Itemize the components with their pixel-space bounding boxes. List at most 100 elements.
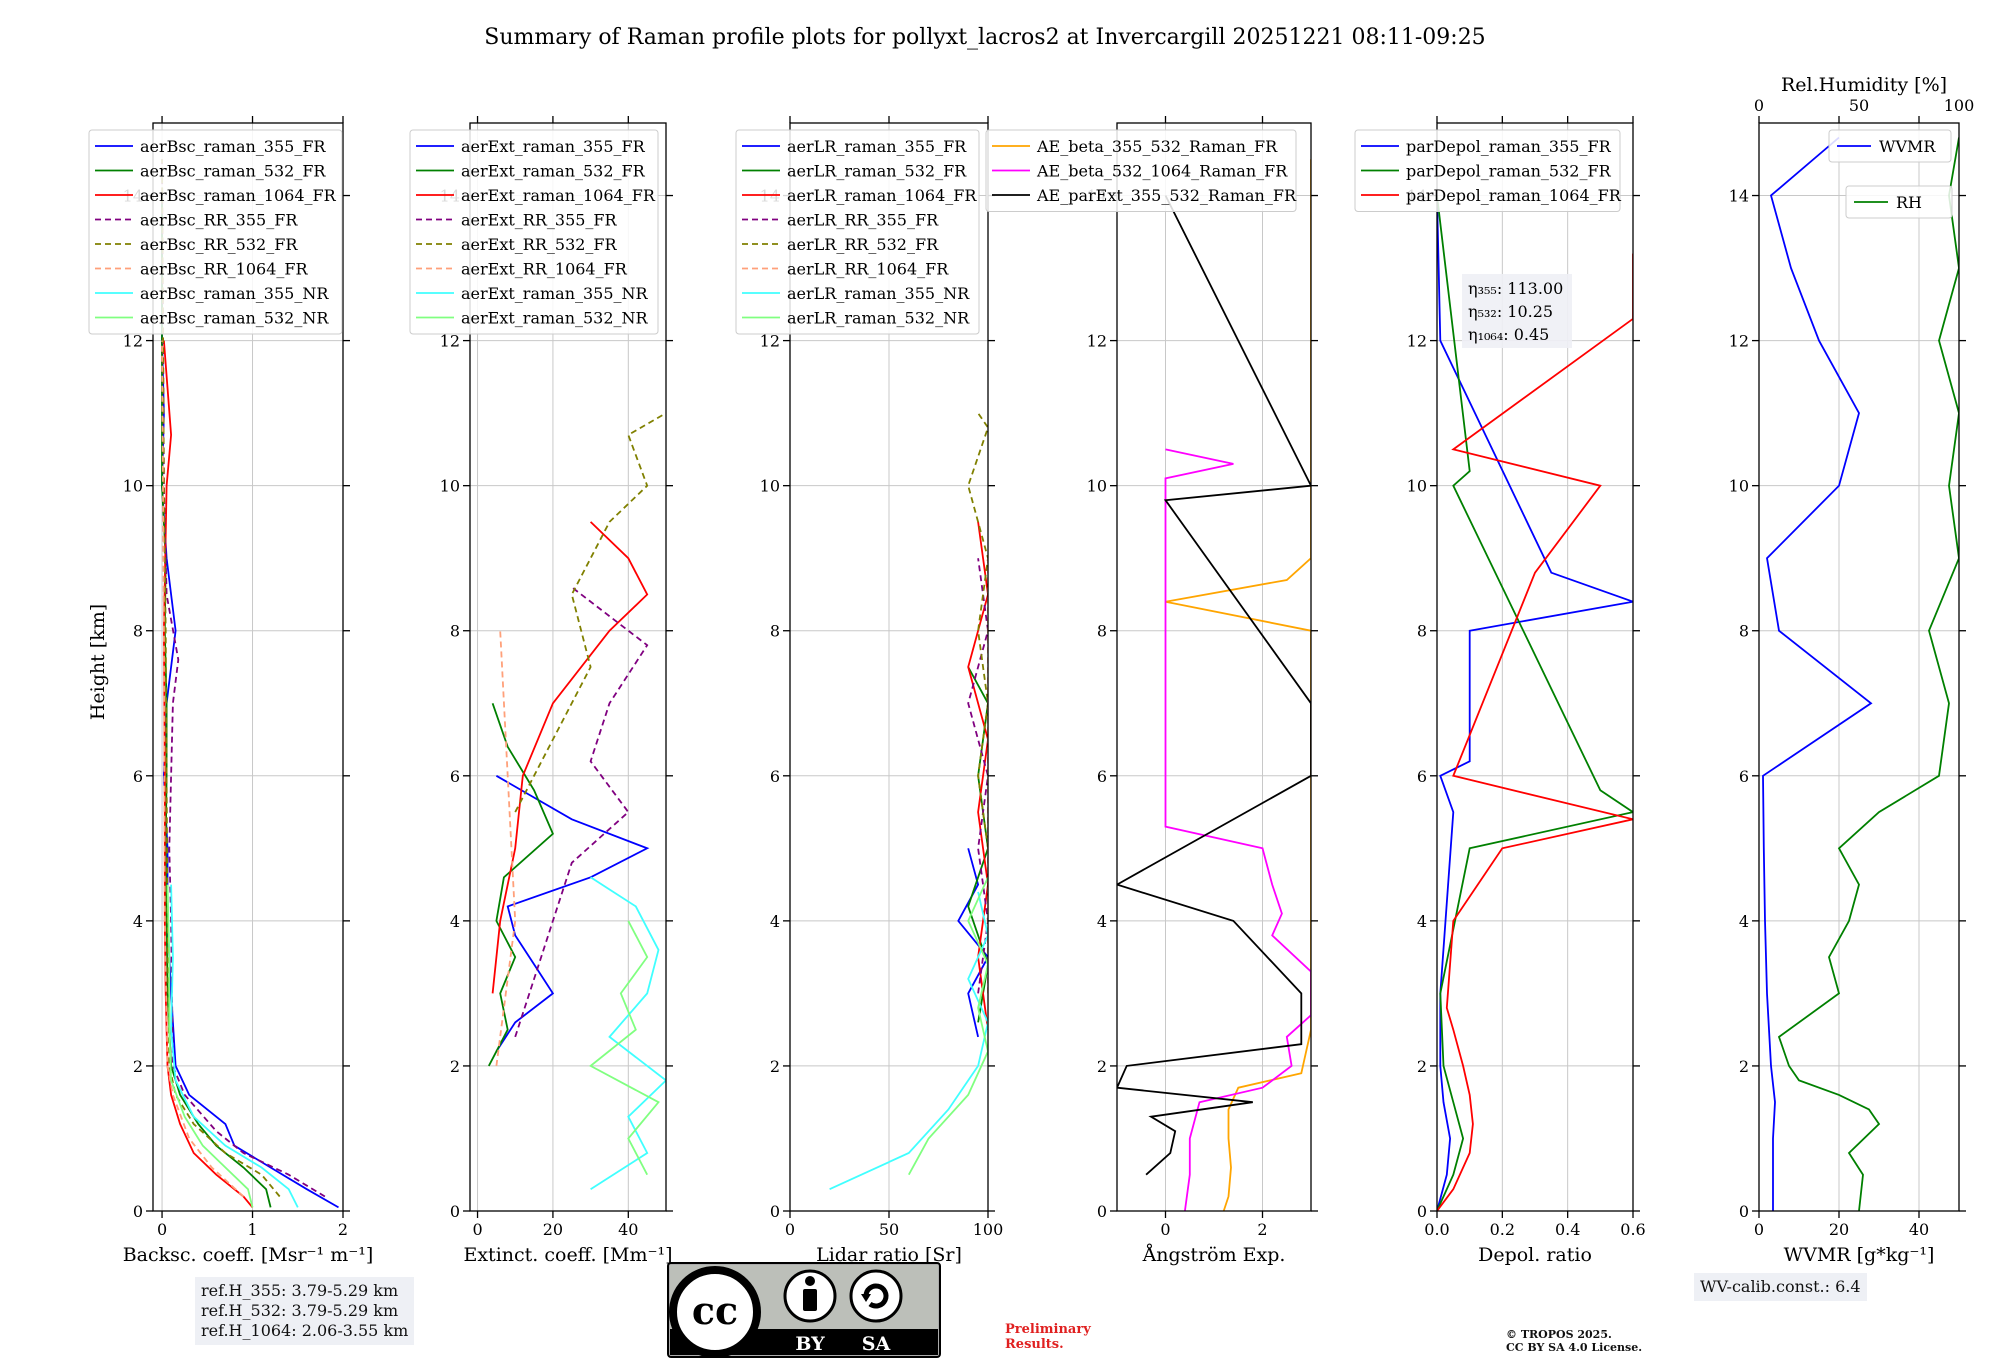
series-line-RH — [1777, 137, 1959, 1211]
x-axis-label: Depol. ratio — [1478, 1244, 1592, 1266]
x-tick-label: 0.2 — [1490, 1220, 1515, 1239]
legend-label: AE_parExt_355_532_Raman_FR — [1036, 186, 1297, 205]
y-tick-label: 0 — [133, 1202, 143, 1221]
series-group — [1117, 159, 1311, 1211]
y-tick-label: 2 — [133, 1057, 143, 1076]
series-line-aerLR_raman_355_FR — [957, 848, 988, 1038]
series-line-aerLR_raman_532_NR — [908, 876, 988, 1176]
y-tick-label: 8 — [770, 622, 780, 641]
y-tick-label: 0 — [1417, 1202, 1427, 1221]
y-tick-label: 12 — [1729, 332, 1749, 351]
legend-label: aerExt_raman_532_NR — [461, 309, 649, 328]
copyright-notice: © TROPOS 2025. CC BY SA 4.0 License. — [1506, 1328, 1642, 1354]
x-tick-label: 100 — [973, 1220, 1004, 1239]
y-tick-label: 0 — [1739, 1202, 1749, 1221]
series-line-aerLR_raman_355_NR — [829, 891, 988, 1191]
y-tick-label: 12 — [760, 332, 780, 351]
legend-label: aerBsc_raman_1064_FR — [140, 186, 337, 205]
svg-text:cc: cc — [692, 1288, 738, 1333]
copyright-line-2: CC BY SA 4.0 License. — [1506, 1341, 1643, 1354]
legend-box — [1354, 129, 1621, 212]
y-tick-label: 4 — [1739, 912, 1749, 931]
series-line-aerBsc_raman_532_NR — [166, 884, 254, 1208]
x-tick-label: 40 — [1909, 1220, 1929, 1239]
y-tick-label: 12 — [1087, 332, 1107, 351]
y-tick-label: 10 — [1407, 477, 1427, 496]
legend-label: AE_beta_355_532_Raman_FR — [1036, 137, 1278, 156]
legend: aerBsc_raman_355_FR aerBsc_raman_532_FRae… — [88, 129, 343, 335]
y-tick-label: 8 — [1097, 622, 1107, 641]
series-line-parDepol_raman_1064_FR — [1437, 253, 1633, 1211]
axes-frame — [1116, 122, 1312, 1212]
y-tick-label: 2 — [770, 1057, 780, 1076]
preliminary-notice: Preliminary Results. — [1005, 1322, 1091, 1352]
y-tick-label: 2 — [1097, 1057, 1107, 1076]
legend-label: aerExt_raman_1064_FR — [461, 186, 656, 205]
legend-label: aerExt_raman_532_FR — [461, 162, 646, 181]
x-tick-label: 0.0 — [1424, 1220, 1449, 1239]
legend-label: aerBsc_raman_355_NR — [140, 284, 329, 303]
y-tick-label: 10 — [1087, 477, 1107, 496]
eta-annotation: η₃₅₅: 113.00 η₅₃₂: 10.25 η₁₀₆₄: 0.45 — [1462, 274, 1572, 348]
panel-wvmr: 0 20 40 0 2 4 6 8 10 12 14 WVMR [g*kg⁻¹] 0 50 100Rel.H… — [1729, 74, 1975, 1266]
series-line-aerExt_RR_532_FR — [514, 412, 666, 813]
cc-icon — [669, 1266, 761, 1358]
cc-by-sa-badge: cc BY SA — [667, 1262, 941, 1358]
annotation-text: η₁₀₆₄: 0.45 — [1468, 325, 1549, 344]
y-tick-label: 2 — [1417, 1057, 1427, 1076]
axes-frame — [152, 122, 344, 1212]
badge-by-text: BY — [795, 1333, 825, 1355]
y-tick-label: 8 — [1739, 622, 1749, 641]
reference-height-box: ref.H_355: 3.79-5.29 km ref.H_532: 3.79-… — [195, 1277, 415, 1345]
annotation-text: η₅₃₂: 10.25 — [1468, 302, 1553, 321]
legend-label: aerBsc_raman_532_NR — [140, 309, 329, 328]
series-line-aerBsc_raman_532_FR — [161, 195, 272, 1208]
x-axis-label: Extinct. coeff. [Mm⁻¹] — [463, 1244, 672, 1266]
ref-height-1064: ref.H_1064: 2.06-3.55 km — [201, 1321, 409, 1340]
legend-label: parDepol_raman_1064_FR — [1406, 186, 1622, 205]
wv-calib-box: WV-calib.const.: 6.4 — [1694, 1273, 1867, 1301]
y-tick-label: 4 — [450, 912, 460, 931]
legend: aerLR_raman_355_FR aerLR_raman_532_FR aerL… — [735, 129, 980, 335]
badge-sa-text: SA — [862, 1333, 891, 1355]
top-x-tick-label: 100 — [1944, 96, 1975, 115]
series-group — [488, 412, 666, 1190]
legend-label: aerLR_raman_355_FR — [787, 137, 967, 156]
copyright-line-1: © TROPOS 2025. — [1506, 1328, 1612, 1341]
series-line-parDepol_raman_532_FR — [1437, 195, 1633, 1211]
x-tick-label: 0.6 — [1620, 1220, 1645, 1239]
legend-label: AE_beta_532_1064_Raman_FR — [1036, 162, 1288, 181]
x-tick-label: 50 — [879, 1220, 899, 1239]
y-tick-label: 0 — [450, 1202, 460, 1221]
legend-label: parDepol_raman_355_FR — [1406, 137, 1612, 156]
preliminary-line-1: Preliminary — [1005, 1322, 1091, 1337]
ref-height-532: ref.H_532: 3.79-5.29 km — [201, 1301, 399, 1320]
y-tick-label: 4 — [770, 912, 780, 931]
y-tick-label: 2 — [1739, 1057, 1749, 1076]
series-line-aerBsc_RR_355_FR — [161, 159, 326, 1198]
legend: aerExt_raman_355_FR aerExt_raman_532_FRae… — [409, 129, 659, 335]
legend-label: aerBsc_RR_532_FR — [140, 235, 298, 254]
share-alike-icon — [849, 1269, 903, 1323]
x-tick-label: 40 — [618, 1220, 638, 1239]
y-tick-label: 8 — [1417, 622, 1427, 641]
legend-label: RH — [1896, 193, 1922, 212]
panel-backscatter: 01202468101214Backsc. coeff. [Msr⁻¹ m⁻¹]… — [88, 116, 373, 1266]
x-axis-label: Ångström Exp. — [1142, 1244, 1286, 1266]
annotation-box — [1462, 274, 1572, 348]
legend-label: aerExt_RR_355_FR — [461, 211, 618, 230]
series-group — [1762, 136, 1959, 1211]
legend-label: aerLR_RR_355_FR — [787, 211, 939, 230]
y-tick-label: 4 — [1417, 912, 1427, 931]
y-tick-label: 0 — [1097, 1202, 1107, 1221]
series-line-aerExt_raman_355_FR — [495, 775, 650, 1052]
panel-lidar_ratio: 05010002468101214Lidar ratio [Sr]aerLR_r… — [735, 116, 1004, 1266]
series-line-aerBsc_raman_355_FR — [161, 195, 339, 1209]
x-axis-label: Lidar ratio [Sr] — [816, 1244, 962, 1266]
x-axis-label: WVMR [g*kg⁻¹] — [1784, 1244, 1935, 1266]
legend-label: aerBsc_raman_355_FR — [140, 137, 326, 156]
x-tick-label: 0 — [157, 1220, 167, 1239]
x-tick-label: 20 — [543, 1220, 563, 1239]
legend-box — [735, 129, 980, 335]
